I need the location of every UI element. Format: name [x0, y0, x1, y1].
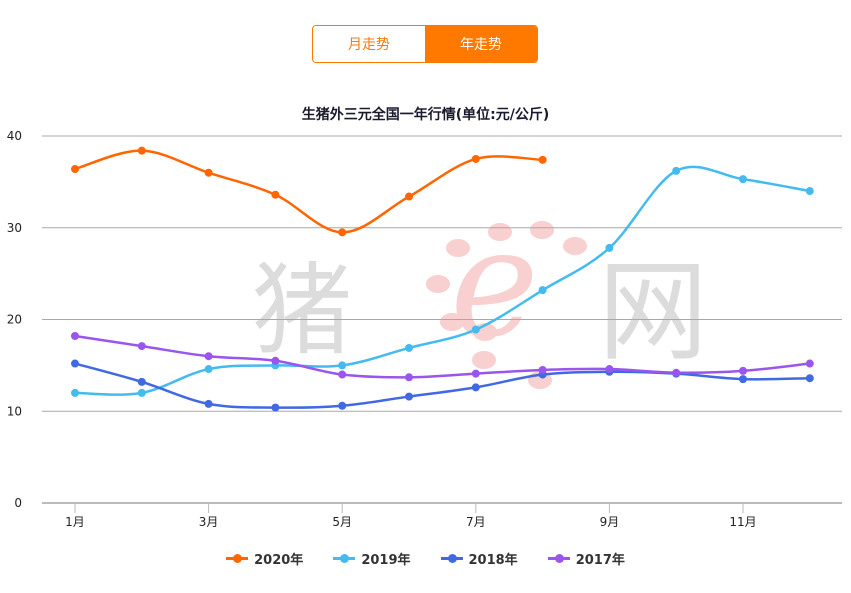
data-point[interactable]: [805, 374, 814, 383]
data-point[interactable]: [471, 383, 480, 392]
legend-label: 2020年: [254, 553, 304, 568]
data-point[interactable]: [538, 365, 547, 374]
watermark-text: 猪: [252, 252, 352, 369]
data-point[interactable]: [338, 361, 347, 370]
data-point[interactable]: [538, 155, 547, 164]
x-axis: 1月 3月 5月 7月 9月 11月: [65, 503, 757, 529]
data-point[interactable]: [71, 359, 79, 368]
y-tick-label: 40: [7, 129, 22, 143]
data-point[interactable]: [204, 168, 213, 177]
data-point[interactable]: [271, 403, 280, 412]
watermark-logo-icon: e: [450, 197, 539, 371]
data-point[interactable]: [672, 368, 681, 377]
legend-item[interactable]: 2020年: [226, 549, 303, 568]
watermark: 猪 网e: [252, 197, 708, 389]
y-tick-label: 30: [7, 221, 22, 235]
data-point[interactable]: [271, 356, 280, 365]
legend-label: 2019年: [361, 553, 411, 568]
watermark-dot: [446, 239, 470, 257]
legend-marker-icon: [440, 554, 463, 563]
data-point[interactable]: [405, 192, 413, 201]
data-point[interactable]: [338, 401, 347, 410]
data-point[interactable]: [204, 352, 213, 361]
x-tick-label: 7月: [466, 515, 486, 529]
data-point[interactable]: [204, 399, 213, 408]
data-point[interactable]: [338, 228, 347, 237]
legend-item[interactable]: 2019年: [333, 549, 411, 568]
y-tick-label: 10: [7, 404, 22, 418]
trend-toggle: 月走势 年走势: [312, 25, 538, 63]
data-point[interactable]: [137, 146, 146, 155]
y-tick-label: 0: [14, 496, 22, 510]
series-2018年: [71, 359, 814, 412]
legend-label: 2018年: [468, 553, 518, 568]
data-point[interactable]: [739, 175, 747, 184]
chart-series: [71, 146, 814, 412]
data-point[interactable]: [338, 370, 347, 379]
watermark-dot: [563, 237, 587, 255]
legend-label: 2017年: [575, 553, 625, 568]
data-point[interactable]: [471, 154, 480, 163]
data-point[interactable]: [672, 166, 681, 175]
chart-legend: 2020年 2019年 2018年 2017年: [0, 549, 851, 568]
watermark-text: 网: [598, 248, 708, 376]
watermark-dot: [440, 313, 464, 331]
legend-marker-icon: [226, 554, 249, 563]
data-point[interactable]: [538, 286, 547, 295]
data-point[interactable]: [605, 243, 614, 252]
data-point[interactable]: [405, 343, 413, 352]
x-tick-label: 11月: [729, 515, 756, 529]
data-point[interactable]: [71, 332, 79, 341]
data-point[interactable]: [137, 388, 146, 397]
series-2020年: [71, 146, 547, 237]
watermark-dot: [530, 221, 554, 239]
series-2017年: [71, 332, 814, 382]
monthly-trend-button[interactable]: 月走势: [313, 26, 425, 62]
data-point[interactable]: [71, 388, 79, 397]
data-point[interactable]: [271, 190, 280, 199]
y-tick-label: 20: [7, 313, 22, 327]
data-point[interactable]: [405, 373, 413, 382]
watermark-dot: [472, 351, 496, 369]
legend-item[interactable]: 2018年: [440, 549, 518, 568]
data-point[interactable]: [805, 359, 814, 368]
data-point[interactable]: [137, 377, 146, 386]
data-point[interactable]: [405, 392, 413, 401]
data-point[interactable]: [471, 325, 480, 334]
legend-marker-icon: [547, 554, 570, 563]
data-point[interactable]: [204, 365, 213, 374]
chart-grid: [42, 135, 842, 504]
legend-item[interactable]: 2017年: [547, 549, 625, 568]
chart-title: 生猪外三元全国一年行情(单位:元/公斤): [301, 107, 550, 123]
data-point[interactable]: [137, 342, 146, 351]
x-tick-label: 5月: [332, 515, 352, 529]
data-point[interactable]: [739, 366, 747, 375]
yearly-trend-button[interactable]: 年走势: [425, 26, 537, 62]
x-tick-label: 3月: [199, 515, 219, 529]
x-tick-label: 1月: [65, 515, 85, 529]
watermark-dot: [488, 223, 512, 241]
legend-marker-icon: [333, 554, 356, 563]
data-point[interactable]: [805, 187, 814, 196]
data-point[interactable]: [605, 365, 614, 374]
data-point[interactable]: [739, 375, 747, 384]
watermark-dot: [426, 275, 450, 293]
data-point[interactable]: [471, 369, 480, 378]
x-tick-label: 9月: [600, 515, 620, 529]
y-axis: 0 10 20 30 40: [7, 129, 22, 510]
data-point[interactable]: [71, 165, 79, 174]
